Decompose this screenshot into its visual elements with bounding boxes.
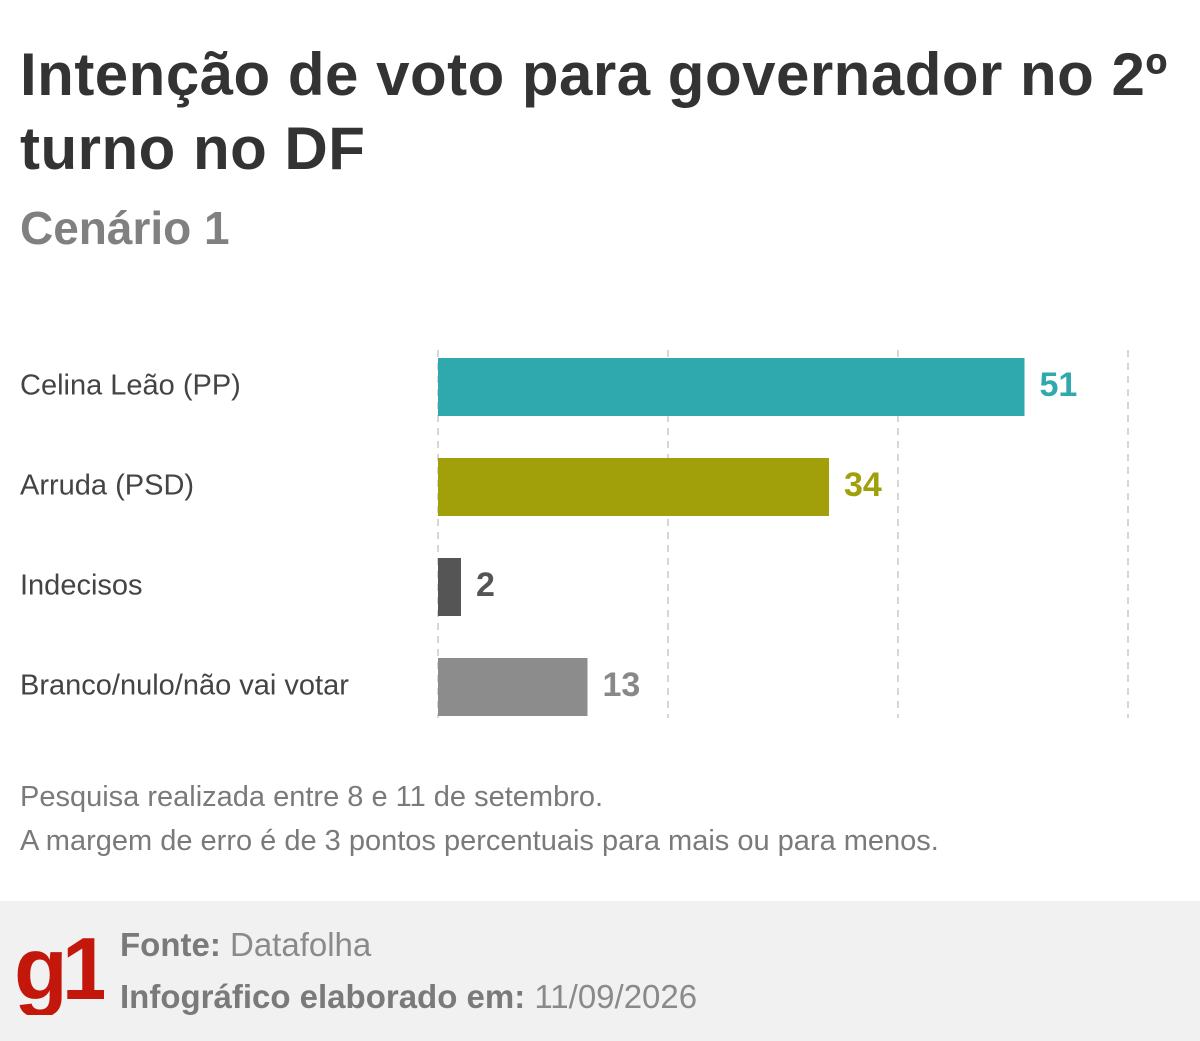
- chart-title: Intenção de voto para governador no 2º t…: [20, 41, 1168, 182]
- data-label: 2: [476, 566, 495, 604]
- footer-date: Infográfico elaborado em: 11/09/2026: [120, 977, 697, 1017]
- footer: g1 Fonte: Datafolha Infográfico elaborad…: [0, 901, 1200, 1041]
- bar: [438, 558, 461, 616]
- footer-source: Fonte: Datafolha: [120, 925, 371, 965]
- chart-notes: Pesquisa realizada entre 8 e 11 de setem…: [20, 775, 939, 863]
- note-survey-period: Pesquisa realizada entre 8 e 11 de setem…: [20, 781, 604, 813]
- source-label: Fonte:: [120, 926, 221, 963]
- category-label: Arruda (PSD): [20, 470, 194, 502]
- date-value: 11/09/2026: [534, 978, 698, 1015]
- g1-logo: g1: [14, 925, 104, 1015]
- bar-chart: Celina Leão (PP) 51 Arruda (PSD) 34 Indeciso…: [20, 350, 1129, 718]
- bar: [438, 658, 588, 716]
- source-value: Datafolha: [229, 926, 372, 963]
- svg-text:g1: g1: [14, 925, 104, 1015]
- category-label: Indecisos: [20, 570, 143, 602]
- bar: [438, 458, 829, 516]
- data-label: 34: [844, 466, 882, 504]
- category-label: Branco/nulo/não vai votar: [20, 670, 349, 702]
- category-label: Celina Leão (PP): [20, 370, 241, 402]
- chart-subtitle: Cenário 1: [20, 202, 230, 254]
- bar: [438, 358, 1025, 416]
- data-label: 51: [1040, 366, 1078, 404]
- date-label: Infográfico elaborado em:: [120, 978, 526, 1015]
- note-margin-of-error: A margem de erro é de 3 pontos percentua…: [20, 825, 939, 857]
- data-label: 13: [603, 666, 641, 704]
